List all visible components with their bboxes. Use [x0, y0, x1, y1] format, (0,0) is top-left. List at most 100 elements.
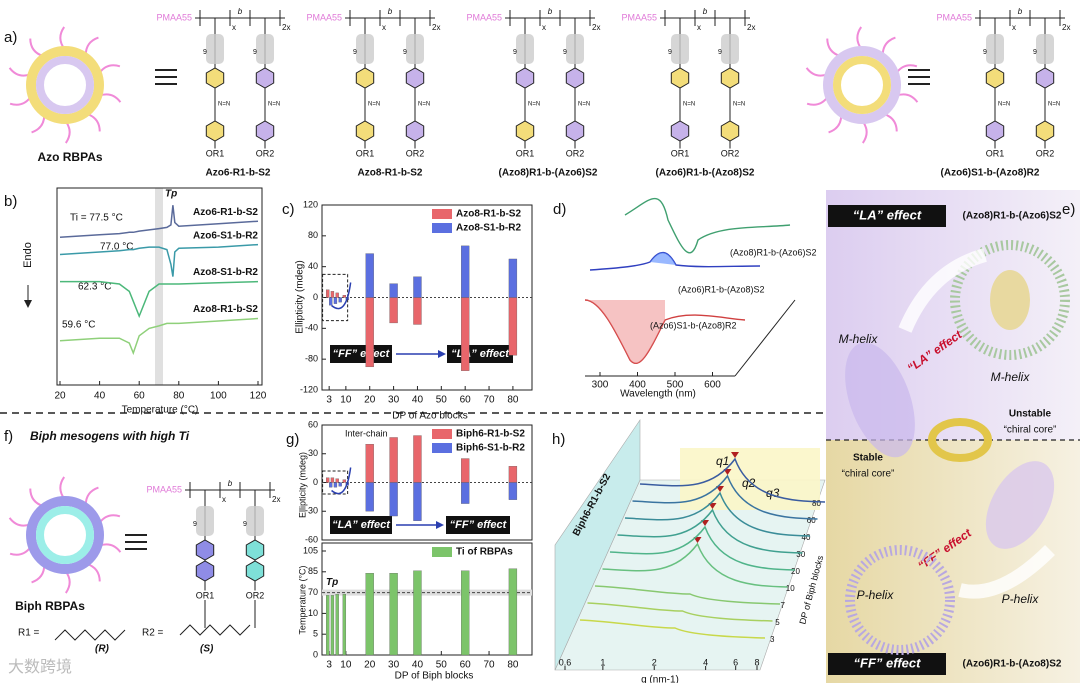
bar	[461, 458, 470, 483]
bar	[508, 258, 518, 298]
chain	[9, 546, 32, 556]
x-tick-label: 300	[592, 380, 609, 391]
legend-swatch	[432, 443, 452, 453]
ring	[985, 67, 1005, 89]
ring	[195, 560, 215, 582]
block-sep: b	[703, 7, 708, 16]
plot-frame	[56, 187, 263, 386]
bar	[389, 482, 398, 517]
prefix: PMAA55	[621, 12, 657, 22]
ring	[255, 120, 275, 142]
bar	[326, 289, 330, 298]
bar	[342, 479, 347, 483]
x-axis-title: Temperature (°C)	[122, 405, 199, 416]
trend-arrow	[331, 282, 352, 310]
caption: Azo8-R1-b-S2	[357, 168, 422, 179]
equiv-sign	[125, 69, 930, 550]
saxs-curve	[617, 508, 803, 554]
block-sep: b	[228, 479, 233, 488]
x-tick-label: 0.6	[559, 657, 572, 667]
x-tick-label: 600	[704, 380, 721, 391]
azo: N=N	[1048, 102, 1060, 108]
trend-arrow	[331, 467, 352, 495]
legend-swatch	[432, 547, 452, 557]
x-tick-label: 3	[326, 660, 332, 671]
subscript: 2x	[747, 23, 755, 32]
legend-label: Biph6-R1-b-S2	[456, 429, 525, 440]
arrow	[438, 350, 446, 358]
saxs-curve	[632, 474, 818, 520]
spacer-n: 9	[513, 49, 517, 56]
effect-box	[330, 516, 392, 534]
label: P-helix	[1002, 592, 1040, 606]
ring	[565, 67, 585, 89]
spacer	[206, 34, 224, 64]
annotation: 77.0 °C	[100, 242, 133, 253]
bar	[389, 283, 398, 298]
bracket	[239, 482, 271, 498]
bracket	[1029, 10, 1061, 26]
watermark: 大数跨境	[8, 657, 72, 676]
spacer-n: 9	[563, 49, 567, 56]
ring	[720, 120, 740, 142]
caption: (Azo6)R1-b-(Azo8)S2	[656, 168, 755, 179]
ring	[515, 120, 535, 142]
caption: (Azo6)S1-b-(Azo8)R2	[941, 168, 1040, 179]
depth-tick-label: 60	[807, 516, 816, 525]
y-tick-label: 10	[308, 608, 318, 618]
x-tick-label: 70	[483, 660, 495, 671]
bar	[461, 297, 470, 371]
chain	[861, 120, 868, 144]
bar	[508, 466, 518, 483]
bar	[413, 570, 422, 656]
ring	[565, 120, 585, 142]
bar	[508, 482, 518, 500]
caption: (Azo8)R1-b-(Azo6)S2	[499, 168, 598, 179]
curve-label: (Azo6)S1-b-(Azo8)R2	[650, 320, 737, 330]
spacer	[196, 506, 214, 536]
chain	[54, 629, 126, 641]
ring	[405, 67, 425, 89]
x-axis-title: DP of Azo blocks	[392, 411, 467, 422]
chain	[98, 64, 121, 74]
x-tick-label: 80	[173, 391, 185, 402]
depth-tick-label: 40	[802, 533, 811, 542]
block-sep: b	[548, 7, 553, 16]
x-tick-label: 400	[629, 380, 646, 391]
bar	[413, 276, 422, 298]
chain	[84, 36, 99, 56]
y-axis-title: Endo	[22, 242, 34, 268]
saxs-curve	[579, 619, 766, 639]
bracket	[559, 10, 591, 26]
subscript: x	[542, 23, 546, 32]
annotation: 62.3 °C	[78, 282, 111, 293]
label: (S)	[200, 644, 214, 655]
effect-box	[446, 516, 510, 534]
x-tick-label: 60	[460, 395, 472, 406]
x-tick-label: 100	[210, 391, 227, 402]
y-axis-title: Ellipticity (mdeg)	[295, 260, 306, 333]
spacer	[1036, 34, 1054, 64]
y-tick-label: 0	[313, 292, 318, 302]
label: “chiral core”	[842, 469, 895, 480]
series-label: Azo6-S1-b-R2	[193, 230, 258, 241]
ring	[355, 67, 375, 89]
bar	[365, 297, 374, 368]
spacer-n: 9	[243, 521, 247, 528]
bar	[335, 594, 339, 656]
spacer-n: 9	[983, 49, 987, 56]
effect-box	[330, 345, 392, 363]
label: P-helix	[857, 588, 895, 602]
spacer-n: 9	[668, 49, 672, 56]
alkoxy: OR1	[986, 148, 1005, 158]
azo: N=N	[528, 102, 540, 108]
bar	[365, 482, 374, 512]
bar	[329, 297, 333, 306]
annotation: Ti = 77.5 °C	[70, 213, 123, 224]
bracket	[349, 10, 381, 26]
azo: N=N	[733, 102, 745, 108]
y-tick-label: -30	[305, 506, 318, 516]
bar	[335, 292, 339, 298]
bracket	[189, 482, 221, 498]
x-tick-label: 120	[250, 391, 267, 402]
